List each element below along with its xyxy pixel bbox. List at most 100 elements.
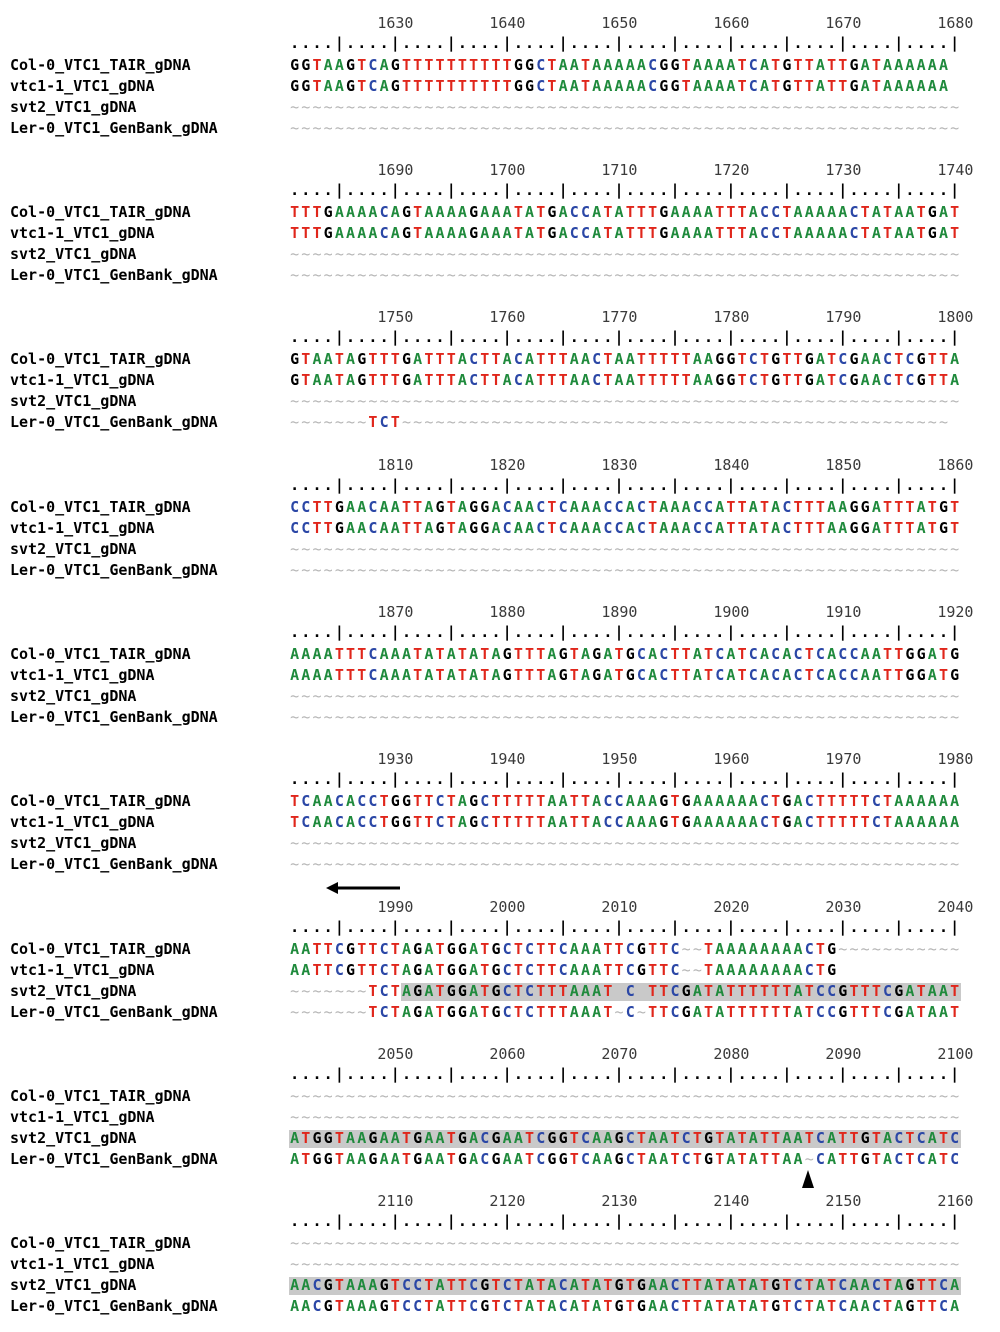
sequence-text: ~ ~ ~ ~ ~ ~ ~ ~ ~ ~ ~ ~ ~ ~ ~ ~ ~ ~ ~ ~ ~ ~ ~ ~ ~ ~ ~ ~ ~ ~ ~ ~ ~ ~ ~ ~ ~ ~ ~ ~… [290,245,960,263]
sequence-name: Ler-0_VTC1_GenBank_gDNA [10,1297,218,1315]
position-tick-label: 2020 [713,898,750,916]
sequence-name: vtc1-1_VTC1_gDNA [10,961,155,979]
sequence-name: vtc1-1_VTC1_gDNA [10,519,155,537]
position-tick-label: 2100 [937,1045,974,1063]
position-tick-label: 1710 [601,161,638,179]
position-tick-label: 1810 [377,456,414,474]
position-tick-label: 1910 [825,603,862,621]
sequence-text: ~ ~ ~ ~ ~ ~ ~ ~ ~ ~ ~ ~ ~ ~ ~ ~ ~ ~ ~ ~ ~ ~ ~ ~ ~ ~ ~ ~ ~ ~ ~ ~ ~ ~ ~ ~ ~ ~ ~ ~… [290,687,960,705]
position-tick-label: 1920 [937,603,974,621]
sequence-text: ~ ~ ~ ~ ~ ~ ~ ~ ~ ~ ~ ~ ~ ~ ~ ~ ~ ~ ~ ~ ~ ~ ~ ~ ~ ~ ~ ~ ~ ~ ~ ~ ~ ~ ~ ~ ~ ~ ~ ~… [290,834,960,852]
position-tick-label: 1840 [713,456,750,474]
highlight-region [289,1277,961,1295]
sequence-name: Col-0_VTC1_TAIR_gDNA [10,645,191,663]
sequence-text: ~ ~ ~ ~ ~ ~ ~ ~ ~ ~ ~ ~ ~ ~ ~ ~ ~ ~ ~ ~ ~ ~ ~ ~ ~ ~ ~ ~ ~ ~ ~ ~ ~ ~ ~ ~ ~ ~ ~ ~… [290,1255,960,1273]
position-tick-label: 1880 [489,603,526,621]
alignment-block: 1630 1640 1650 1660 1670 1680 .... |.... |.... |.… [0,14,1000,154]
sequence-name: Ler-0_VTC1_GenBank_gDNA [10,266,218,284]
position-tick-label: 2110 [377,1192,414,1210]
position-tick-label: 1820 [489,456,526,474]
position-tick-label: 2160 [937,1192,974,1210]
sequence-name: vtc1-1_VTC1_gDNA [10,1108,155,1126]
position-ruler: .... |.... |.... |.... |.... |.... |.... |.... |… [290,1065,960,1083]
position-ruler: .... |.... |.... |.... |.... |.... |.... |.... |… [290,181,960,199]
position-tick-label: 1950 [601,750,638,768]
position-tick-label: 2150 [825,1192,862,1210]
position-tick-label: 2080 [713,1045,750,1063]
position-tick-label: 1690 [377,161,414,179]
sequence-name: Ler-0_VTC1_GenBank_gDNA [10,855,218,873]
position-tick-label: 1720 [713,161,750,179]
position-tick-label: 2040 [937,898,974,916]
sequence-name: svt2_VTC1_gDNA [10,245,137,263]
highlight-region [401,983,961,1001]
position-ruler: .... |.... |.... |.... |.... |.... |.... |.... |… [290,328,960,346]
position-tick-label: 1640 [489,14,526,32]
alignment-block: 1930 1940 1950 1960 1970 1980 .... |.... |.... |.… [0,750,1000,890]
sequence-name: Col-0_VTC1_TAIR_gDNA [10,792,191,810]
position-tick-label: 1630 [377,14,414,32]
position-tick-label: 2050 [377,1045,414,1063]
alignment-block: 1690 1700 1710 1720 1730 1740 .... |.... |.... |.… [0,161,1000,301]
sequence-name: Ler-0_VTC1_GenBank_gDNA [10,708,218,726]
sequence-text: ~ ~ ~ ~ ~ ~ ~ T C T ~ ~ ~ ~ ~ ~ ~ ~ ~ ~ ~ ~ ~ ~ ~ ~ ~ ~ ~ ~ ~ ~ ~ ~ ~ ~ ~ ~ ~ ~… [290,413,948,431]
sequence-name: vtc1-1_VTC1_gDNA [10,813,155,831]
position-tick-label: 1830 [601,456,638,474]
sequence-text: A A T T C G T T C T A G A T G G A T G C T C T T C A A A T T C G T T C ~ ~ T A A… [290,940,960,958]
position-tick-label: 1670 [825,14,862,32]
position-tick-label: 1730 [825,161,862,179]
sequence-name: Col-0_VTC1_TAIR_gDNA [10,56,191,74]
sequence-text: ~ ~ ~ ~ ~ ~ ~ ~ ~ ~ ~ ~ ~ ~ ~ ~ ~ ~ ~ ~ ~ ~ ~ ~ ~ ~ ~ ~ ~ ~ ~ ~ ~ ~ ~ ~ ~ ~ ~ ~… [290,855,960,873]
alignment-block: 2110 2120 2130 2140 2150 2160 .... |.... |.... |.… [0,1192,1000,1332]
sequence-text: ~ ~ ~ ~ ~ ~ ~ ~ ~ ~ ~ ~ ~ ~ ~ ~ ~ ~ ~ ~ ~ ~ ~ ~ ~ ~ ~ ~ ~ ~ ~ ~ ~ ~ ~ ~ ~ ~ ~ ~… [290,561,960,579]
sequence-name: svt2_VTC1_gDNA [10,982,137,1000]
position-tick-label: 2010 [601,898,638,916]
sequence-name: svt2_VTC1_gDNA [10,540,137,558]
position-tick-label: 1930 [377,750,414,768]
sequence-text: ~ ~ ~ ~ ~ ~ ~ ~ ~ ~ ~ ~ ~ ~ ~ ~ ~ ~ ~ ~ ~ ~ ~ ~ ~ ~ ~ ~ ~ ~ ~ ~ ~ ~ ~ ~ ~ ~ ~ ~… [290,1087,960,1105]
sequence-name: Ler-0_VTC1_GenBank_gDNA [10,1150,218,1168]
sequence-name: svt2_VTC1_gDNA [10,98,137,116]
position-tick-label: 2070 [601,1045,638,1063]
sequence-name: svt2_VTC1_gDNA [10,392,137,410]
position-tick-label: 1980 [937,750,974,768]
position-ruler: .... |.... |.... |.... |.... |.... |.... |.... |… [290,1212,960,1230]
position-tick-label: 2030 [825,898,862,916]
sequence-name: Col-0_VTC1_TAIR_gDNA [10,1087,191,1105]
position-tick-label: 1800 [937,308,974,326]
position-ruler: .... |.... |.... |.... |.... |.... |.... |.... |… [290,770,960,788]
sequence-name: vtc1-1_VTC1_gDNA [10,224,155,242]
position-ruler: .... |.... |.... |.... |.... |.... |.... |.... |… [290,623,960,641]
highlight-region [289,1130,961,1148]
sequence-text: ~ ~ ~ ~ ~ ~ ~ ~ ~ ~ ~ ~ ~ ~ ~ ~ ~ ~ ~ ~ ~ ~ ~ ~ ~ ~ ~ ~ ~ ~ ~ ~ ~ ~ ~ ~ ~ ~ ~ ~… [290,119,960,137]
sequence-name: vtc1-1_VTC1_gDNA [10,1255,155,1273]
alignment-block: 1990 2000 2010 2020 2030 2040 .... |.... |.... |.… [0,898,1000,1038]
position-tick-label: 1700 [489,161,526,179]
position-tick-label: 1680 [937,14,974,32]
position-tick-label: 1860 [937,456,974,474]
position-tick-label: 1960 [713,750,750,768]
sequence-name: Col-0_VTC1_TAIR_gDNA [10,498,191,516]
sequence-name: Ler-0_VTC1_GenBank_gDNA [10,119,218,137]
position-ruler: .... |.... |.... |.... |.... |.... |.... |.... |… [290,34,960,52]
position-tick-label: 1890 [601,603,638,621]
position-tick-label: 2000 [489,898,526,916]
sequence-text: A A T T C G T T C T A G A T G G A T G C T C T T C A A A T T C G T T C ~ ~ T A A… [290,961,837,979]
alignment-block: 1810 1820 1830 1840 1850 1860 .... |.... |.... |.… [0,456,1000,596]
position-tick-label: 1770 [601,308,638,326]
position-tick-label: 1940 [489,750,526,768]
sequence-text: ~ ~ ~ ~ ~ ~ ~ T C T A G A T G G A T G C T C T T T A A A T ~ C ~ T T C G A T A T… [290,1003,960,1021]
position-tick-label: 1850 [825,456,862,474]
sequence-name: Col-0_VTC1_TAIR_gDNA [10,940,191,958]
sequence-name: vtc1-1_VTC1_gDNA [10,77,155,95]
